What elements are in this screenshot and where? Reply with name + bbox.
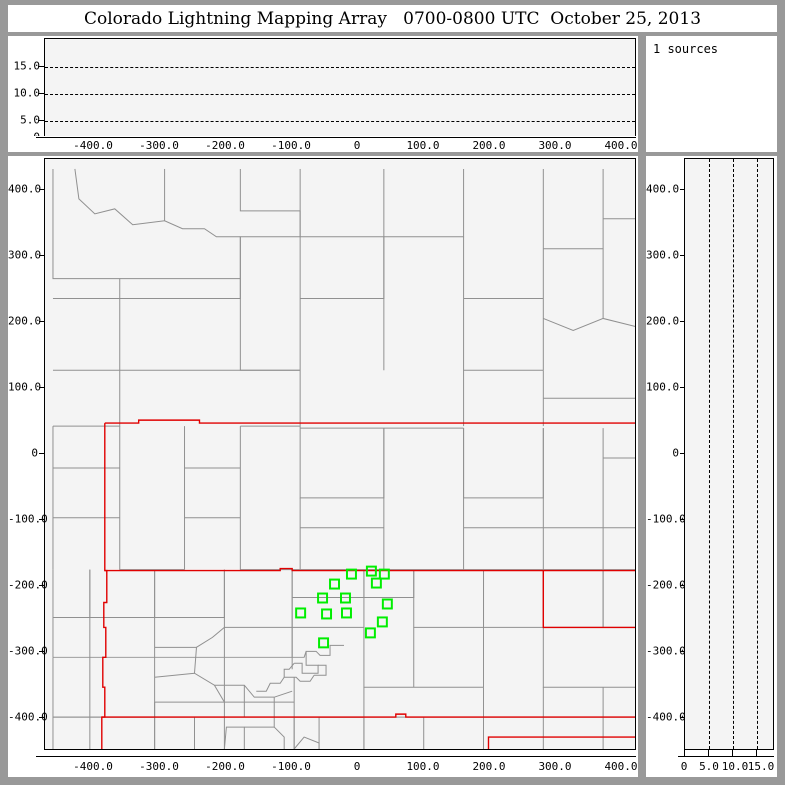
xsec-xtickmark-15 <box>756 750 757 756</box>
xsec-ytick--100: -100.0 <box>646 512 686 526</box>
xsec-gridline-5 <box>709 159 710 749</box>
xsec-ytick-200: 200.0 <box>646 314 680 328</box>
map-xtick-200: 200.0 <box>472 760 506 773</box>
th-ytickmark-10 <box>38 93 45 94</box>
height-cross-section-plot[interactable] <box>684 158 774 750</box>
th-xtick-200: 200.0 <box>472 139 506 152</box>
xsec-ytick--200: -200.0 <box>646 578 686 592</box>
th-xtick--300: -300.0 <box>139 139 179 152</box>
map-ytick--100: -100.0 <box>8 512 48 526</box>
map-ytick-200: 200.0 <box>8 314 42 328</box>
window-title-bar: Colorado Lightning Mapping Array 0700-08… <box>8 5 777 32</box>
map-graphic <box>52 168 635 749</box>
state-boundaries <box>101 419 635 749</box>
lma-source-markers <box>295 565 393 649</box>
th-ytick-5: 5.0 <box>20 113 40 127</box>
map-xtick-100: 100.0 <box>406 760 440 773</box>
th-ytick-15: 15.0 <box>13 59 41 73</box>
th-xaxis-line <box>36 137 636 138</box>
xsec-ytickmark-0 <box>680 453 685 454</box>
map-ytick-400: 400.0 <box>8 182 42 196</box>
map-ytick--400: -400.0 <box>8 710 48 724</box>
th-xtick-100: 100.0 <box>406 139 440 152</box>
gridline-10 <box>45 94 635 95</box>
map-ytickmark--300 <box>39 651 45 652</box>
map-ytick--300: -300.0 <box>8 644 48 658</box>
map-ytickmark--100 <box>39 519 45 520</box>
xsec-ytick-100: 100.0 <box>646 380 680 394</box>
map-ytick-300: 300.0 <box>8 248 42 262</box>
xsec-gridline-10 <box>733 159 734 749</box>
xsec-xtickmark-10 <box>732 750 733 756</box>
xsec-ytickmark-100 <box>680 387 685 388</box>
source-count-label: 1 sources <box>653 42 719 56</box>
xsec-ytick-400: 400.0 <box>646 182 680 196</box>
xsec-ytickmark-400 <box>680 189 685 190</box>
xsec-ytickmark--400 <box>680 717 685 718</box>
th-xtick--100: -100.0 <box>271 139 311 152</box>
map-xtick-300: 300.0 <box>538 760 572 773</box>
county-boundaries <box>52 168 635 749</box>
xsec-xtickmark-5 <box>708 750 709 756</box>
map-ytickmark-400 <box>39 189 45 190</box>
th-xtick-300: 300.0 <box>538 139 572 152</box>
time-height-panel: 15.0 10.0 5.0 0 <box>8 36 638 147</box>
xsec-ytick-300: 300.0 <box>646 248 680 262</box>
map-ytick-100: 100.0 <box>8 380 42 394</box>
map-xtick--100: -100.0 <box>271 760 311 773</box>
time-height-xaxis: -400.0 -300.0 -200.0 -100.0 0 100.0 200.… <box>8 136 638 152</box>
map-ytick--200: -200.0 <box>8 578 48 592</box>
xsec-xtickmark-0 <box>684 750 685 756</box>
map-ytickmark-200 <box>39 321 45 322</box>
xsec-ytickmark-200 <box>680 321 685 322</box>
xsec-ytick-0: 0 <box>672 446 679 460</box>
xsec-xaxis-line <box>678 756 774 757</box>
th-ytickmark-5 <box>38 120 45 121</box>
xsec-ytickmark--300 <box>680 651 685 652</box>
map-xtick--300: -300.0 <box>139 760 179 773</box>
th-xtick--200: -200.0 <box>205 139 245 152</box>
th-xtick-400: 400.0 <box>604 139 638 152</box>
height-cross-section-panel: 400.0 300.0 200.0 100.0 0 -100.0 -200.0 … <box>646 156 777 777</box>
xsec-xtick-0: 0 <box>680 760 688 773</box>
plan-view-plot[interactable] <box>44 158 636 750</box>
map-xtick--400: -400.0 <box>73 760 113 773</box>
time-height-plot[interactable] <box>44 38 636 137</box>
xsec-ytick--400: -400.0 <box>646 710 686 724</box>
xsec-ytickmark-300 <box>680 255 685 256</box>
xsec-xtick-5: 5.0 <box>699 760 719 773</box>
xsec-ytickmark--100 <box>680 519 685 520</box>
map-ytickmark--200 <box>39 585 45 586</box>
xsec-ytick--300: -300.0 <box>646 644 686 658</box>
th-ytick-10: 10.0 <box>13 86 41 100</box>
th-xtick--400: -400.0 <box>73 139 113 152</box>
map-ytick-0: 0 <box>31 446 38 460</box>
th-xtick-0: 0 <box>353 139 361 152</box>
gridline-5 <box>45 121 635 122</box>
source-count-panel: 1 sources <box>646 36 777 152</box>
map-ytickmark-100 <box>39 387 45 388</box>
xsec-gridline-15 <box>757 159 758 749</box>
map-xtick-0: 0 <box>353 760 361 773</box>
plan-view-panel: 400.0 300.0 200.0 100.0 0 -100.0 -200.0 … <box>8 156 638 777</box>
xsec-xtick-10: 10.0 <box>721 760 749 773</box>
th-ytickmark-15 <box>38 66 45 67</box>
gridline-15 <box>45 67 635 68</box>
xsec-xtick-15: 15.0 <box>747 760 775 773</box>
map-ytickmark-300 <box>39 255 45 256</box>
page-title: Colorado Lightning Mapping Array 0700-08… <box>83 8 702 29</box>
map-ytickmark--400 <box>39 717 45 718</box>
map-xtick-400: 400.0 <box>604 760 638 773</box>
map-xaxis-line <box>36 756 636 757</box>
map-ytickmark-0 <box>39 453 45 454</box>
map-xtick--200: -200.0 <box>205 760 245 773</box>
xsec-ytickmark--200 <box>680 585 685 586</box>
